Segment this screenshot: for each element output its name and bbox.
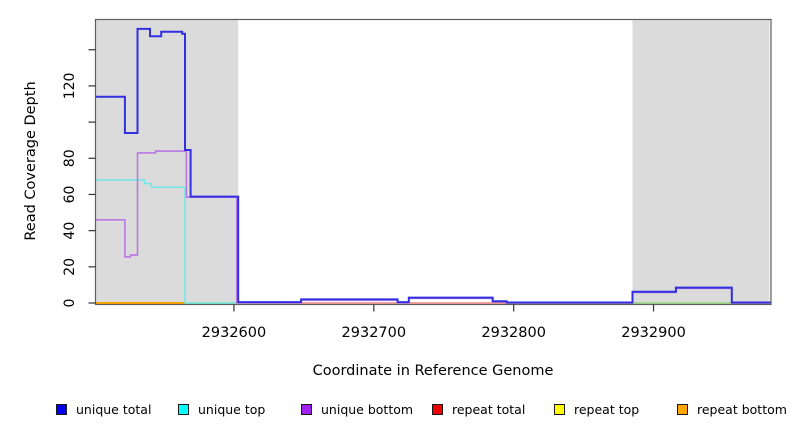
y-tick-label: 0: [62, 299, 78, 308]
line-unique-top: [95, 179, 239, 304]
legend-item-repeat-bottom: repeat bottom: [677, 398, 787, 420]
legend-item-repeat-top: repeat top: [554, 398, 639, 420]
x-tick-label: 2932900: [621, 325, 686, 341]
y-tick-label: 20: [62, 258, 78, 276]
y-tick-label: 40: [62, 222, 78, 240]
legend-label: repeat total: [452, 401, 526, 417]
y-axis-title: Read Coverage Depth: [23, 81, 39, 241]
left-repeat-region: [95, 19, 239, 305]
y-tick-label: 80: [62, 149, 78, 167]
y-tick-label: 60: [62, 186, 78, 204]
legend-swatch-unique-top: [178, 403, 189, 415]
line-unique-total: [95, 27, 771, 304]
legend: unique total unique top unique bottom repea…: [0, 398, 792, 422]
legend-item-unique-top: unique top: [178, 398, 265, 420]
legend-label: unique top: [198, 401, 266, 417]
legend-label: repeat top: [574, 401, 640, 417]
legend-item-unique-bottom: unique bottom: [301, 398, 413, 420]
legend-label: unique total: [76, 401, 152, 417]
legend-swatch-unique-total: [56, 403, 67, 415]
legend-label: unique bottom: [321, 401, 414, 417]
legend-swatch-unique-bottom: [301, 403, 312, 415]
legend-swatch-repeat-bottom: [677, 403, 688, 415]
legend-item-unique-total: unique total: [56, 398, 151, 420]
legend-swatch-repeat-top: [554, 403, 565, 415]
legend-swatch-repeat-total: [432, 403, 443, 415]
x-tick-label: 2932600: [202, 325, 267, 341]
y-tick-label: 120: [62, 73, 78, 100]
x-axis-title: Coordinate in Reference Genome: [312, 363, 554, 379]
right-repeat-region: [632, 19, 770, 305]
legend-item-repeat-total: repeat total: [432, 398, 525, 420]
legend-label: repeat bottom: [697, 401, 787, 417]
x-tick-label: 2932700: [342, 325, 407, 341]
x-tick-label: 2932800: [481, 325, 546, 341]
plot-box: [94, 18, 772, 306]
